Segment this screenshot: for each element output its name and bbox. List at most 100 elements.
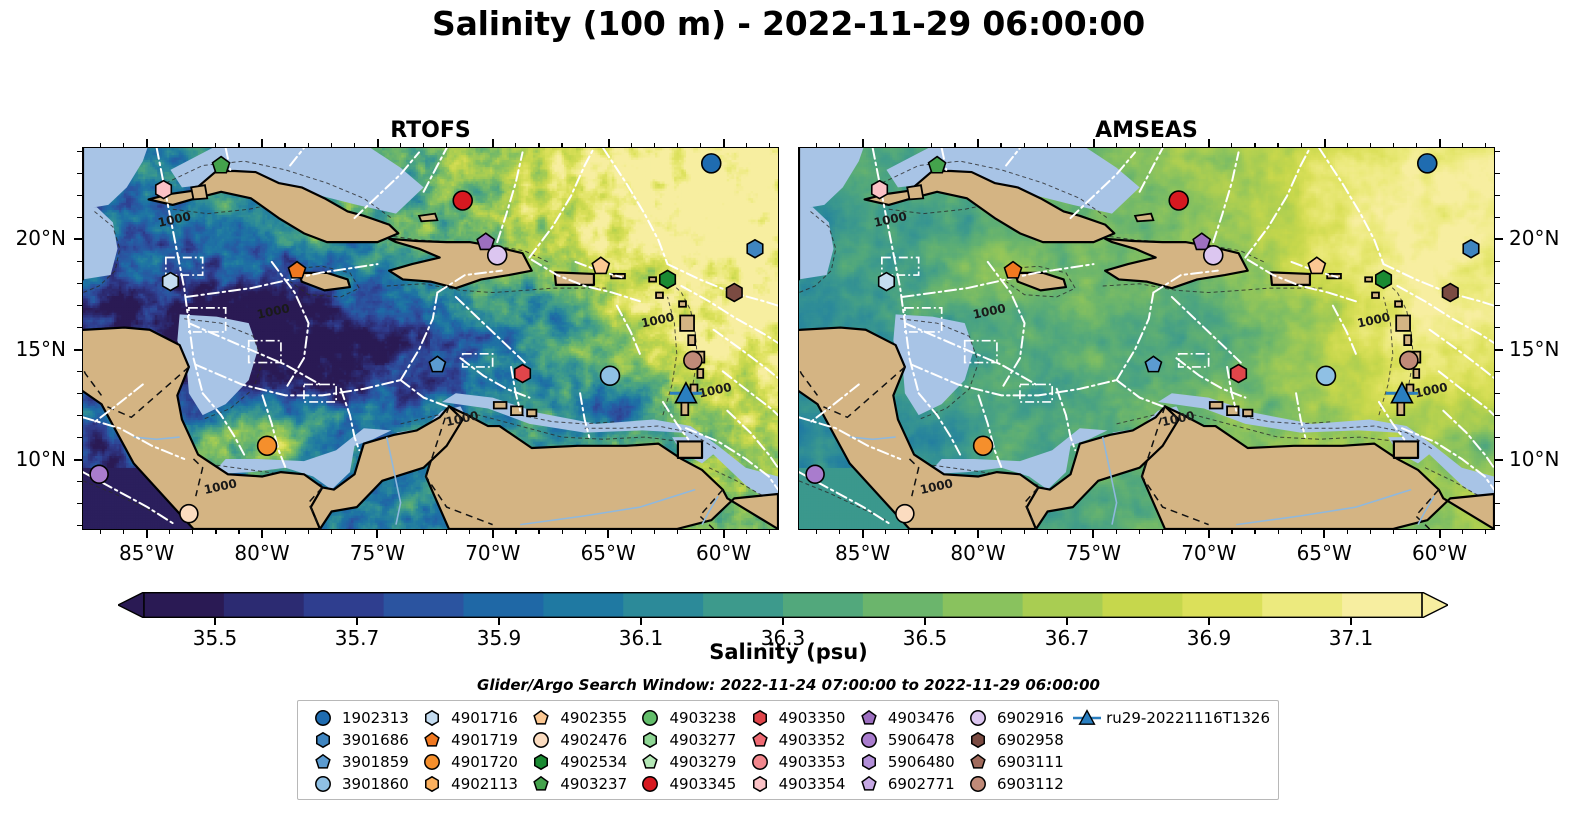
legend-item[interactable]: 4903476	[852, 707, 961, 729]
map-marker[interactable]	[684, 351, 702, 369]
lon-minor-tick	[169, 530, 170, 534]
lat-minor-tick	[77, 327, 82, 328]
lon-top-tick	[1047, 143, 1048, 147]
map-marker[interactable]	[1418, 154, 1437, 173]
legend-item[interactable]: 4903237	[524, 773, 633, 795]
map-marker[interactable]	[1400, 351, 1418, 369]
map-marker[interactable]	[156, 181, 172, 199]
lon-minor-tick	[1047, 530, 1048, 534]
map-marker[interactable]	[163, 273, 179, 291]
map-marker[interactable]	[258, 436, 277, 455]
lon-minor-tick	[631, 530, 632, 534]
legend-item[interactable]: 4903354	[743, 773, 852, 795]
map-marker[interactable]	[879, 273, 895, 291]
map-marker[interactable]	[1204, 246, 1223, 265]
lon-top-tick	[1185, 143, 1186, 147]
map-marker[interactable]	[1376, 270, 1392, 288]
map-marker[interactable]	[488, 246, 507, 265]
lon-top-tick	[977, 139, 979, 147]
lat-tick	[1495, 459, 1503, 461]
colorbar-axis-label: Salinity (psu)	[0, 640, 1577, 664]
legend-item[interactable]: 4901720	[415, 751, 524, 773]
lon-minor-tick	[677, 530, 678, 534]
lat-minor-tick	[1495, 195, 1500, 196]
lat-minor-tick	[77, 217, 82, 218]
map-marker[interactable]	[747, 240, 763, 258]
lon-minor-tick	[123, 530, 124, 534]
map-marker[interactable]	[515, 365, 531, 383]
legend-item-label: 6902916	[995, 709, 1064, 727]
map-marker[interactable]	[660, 270, 676, 288]
legend-item[interactable]: 3901686	[306, 729, 415, 751]
lon-minor-tick	[1254, 530, 1255, 534]
map-marker[interactable]	[806, 465, 824, 483]
lon-top-tick	[1231, 143, 1232, 147]
legend-item[interactable]: 6903111	[961, 751, 1070, 773]
legend-item[interactable]: 3901859	[306, 751, 415, 773]
legend-item[interactable]: ru29-20221116T1326	[1070, 707, 1270, 729]
legend-item-label: 4903354	[777, 775, 846, 793]
lat-tick	[74, 349, 82, 351]
map-marker[interactable]	[453, 191, 472, 210]
legend-item[interactable]: 4902534	[524, 751, 633, 773]
colorbar-tick	[924, 618, 926, 625]
map-marker[interactable]	[726, 284, 742, 302]
map-marker[interactable]	[1169, 191, 1188, 210]
legend-item[interactable]: 4903352	[743, 729, 852, 751]
lon-top-tick	[1439, 139, 1441, 147]
map-marker[interactable]	[896, 505, 914, 523]
legend-marker-icon	[961, 708, 995, 728]
legend-item[interactable]: 6903112	[961, 773, 1070, 795]
legend-item[interactable]: 6902958	[961, 729, 1070, 751]
legend-item-label: 4901720	[449, 753, 518, 771]
legend-item-label: 5906478	[886, 731, 955, 749]
legend-item-label: 5906480	[886, 753, 955, 771]
map-marker[interactable]	[90, 465, 108, 483]
lat-minor-tick	[77, 503, 82, 504]
lon-tick	[376, 530, 378, 538]
legend-marker-icon	[306, 774, 340, 794]
map-panel-amseas[interactable]: 1000 1000 1000 1000 1000 1000	[798, 147, 1495, 530]
lon-top-tick	[631, 143, 632, 147]
lon-top-tick	[816, 143, 817, 147]
legend-item[interactable]: 4903353	[743, 751, 852, 773]
lon-top-tick	[1024, 143, 1025, 147]
map-marker[interactable]	[974, 436, 993, 455]
map-panel-rtofs[interactable]: 1000 1000 1000 1000 1000 1000	[82, 147, 779, 530]
map-marker[interactable]	[702, 154, 721, 173]
map-marker[interactable]	[601, 366, 620, 385]
legend-item[interactable]: 4901719	[415, 729, 524, 751]
legend-item[interactable]: 5906478	[852, 729, 961, 751]
legend-item[interactable]: 5906480	[852, 751, 961, 773]
legend-item[interactable]: 4903345	[633, 773, 742, 795]
legend-item[interactable]: 4902113	[415, 773, 524, 795]
map-marker[interactable]	[872, 181, 888, 199]
lon-top-tick	[1301, 143, 1302, 147]
map-marker[interactable]	[1317, 366, 1336, 385]
legend-item[interactable]: 4903279	[633, 751, 742, 773]
legend-item[interactable]: 4902355	[524, 707, 633, 729]
legend-item[interactable]: 4901716	[415, 707, 524, 729]
colorbar[interactable]: 35.5 35.7 35.9 36.1 36.3 36.5 36.7 36.9 37.1	[118, 592, 1448, 618]
legend-item[interactable]: 4902476	[524, 729, 633, 751]
lon-top-tick	[492, 139, 494, 147]
map-marker[interactable]	[1231, 365, 1247, 383]
lon-top-tick	[1347, 143, 1348, 147]
legend-item[interactable]: 4903238	[633, 707, 742, 729]
lon-minor-tick	[1070, 530, 1071, 534]
colorbar-tick	[498, 618, 500, 625]
legend-marker-icon	[524, 752, 558, 772]
legend-item[interactable]: 4903277	[633, 729, 742, 751]
lon-top-tick	[1162, 143, 1163, 147]
legend-item[interactable]: 6902771	[852, 773, 961, 795]
map-marker[interactable]	[180, 505, 198, 523]
lon-top-tick	[354, 143, 355, 147]
lat-minor-tick	[77, 173, 82, 174]
map-marker[interactable]	[1463, 240, 1479, 258]
legend-item[interactable]: 6902916	[961, 707, 1070, 729]
map-marker[interactable]	[1442, 284, 1458, 302]
lon-top-tick	[908, 143, 909, 147]
legend-item[interactable]: 4903350	[743, 707, 852, 729]
legend-item[interactable]: 3901860	[306, 773, 415, 795]
legend-item[interactable]: 1902313	[306, 707, 415, 729]
